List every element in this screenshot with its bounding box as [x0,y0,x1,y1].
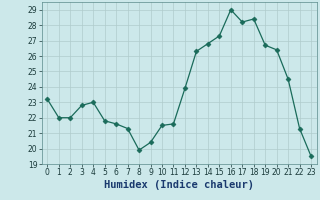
X-axis label: Humidex (Indice chaleur): Humidex (Indice chaleur) [104,180,254,190]
